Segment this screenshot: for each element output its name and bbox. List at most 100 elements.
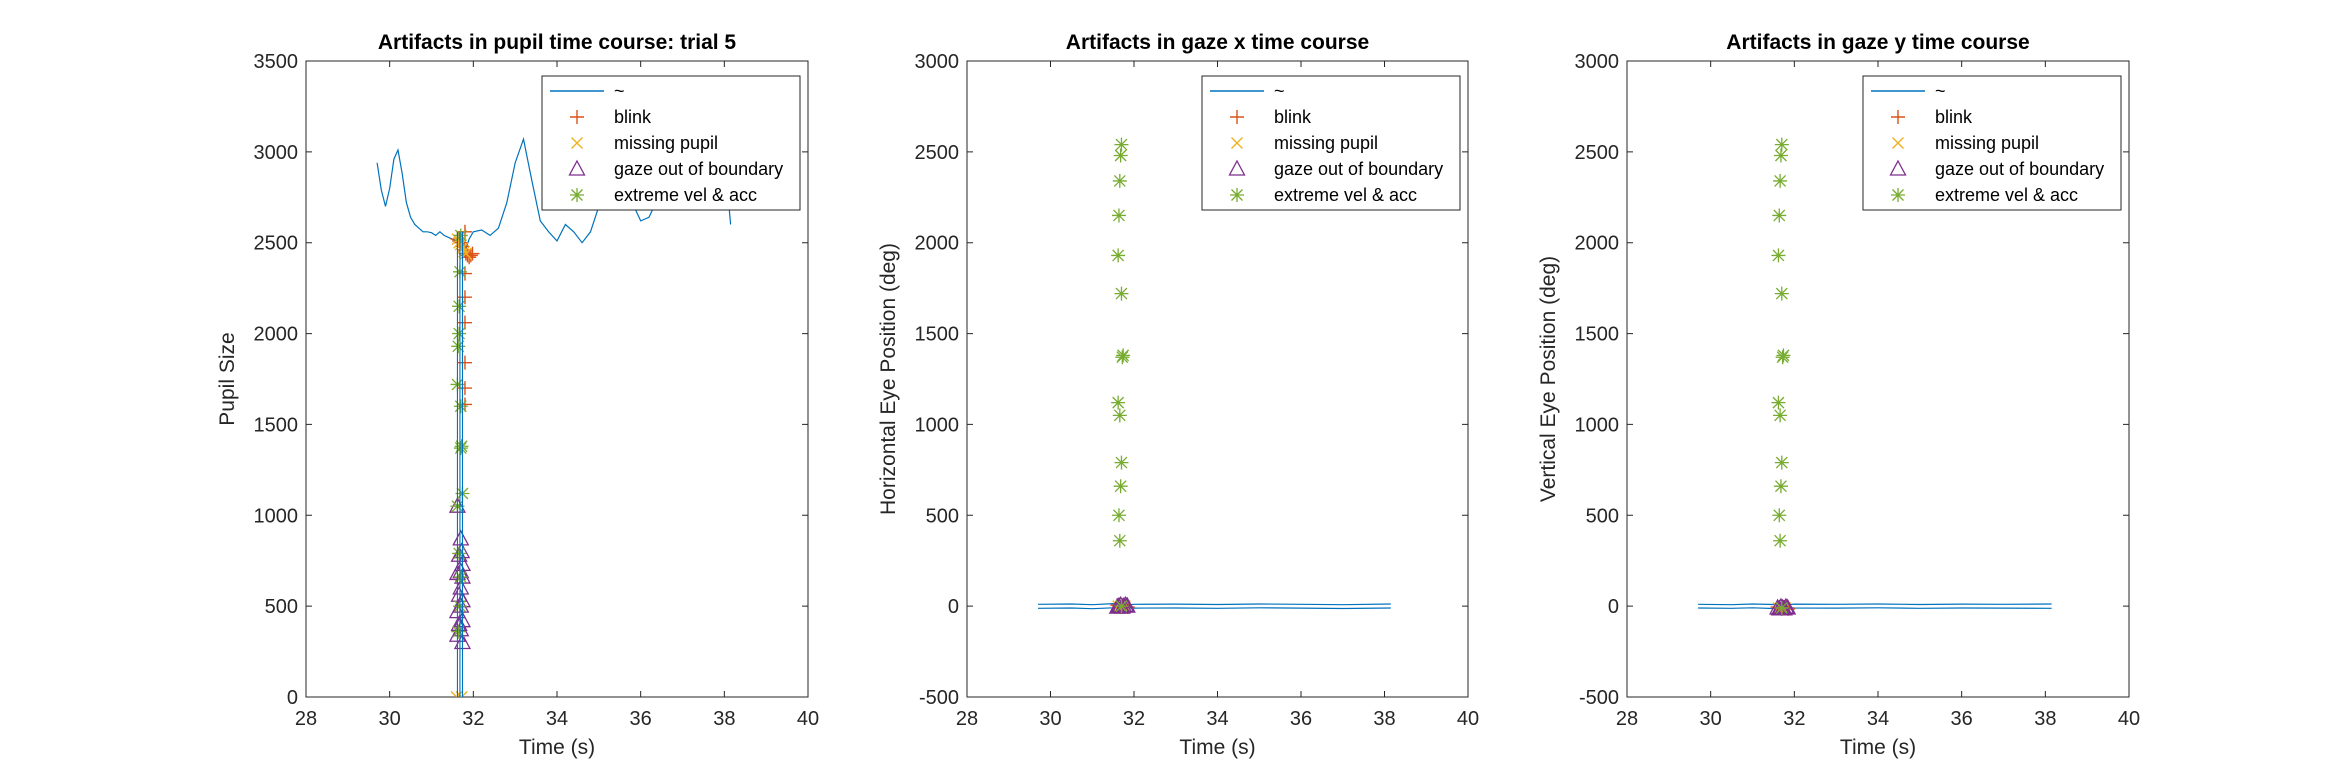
y-tick-label: 1500 [915,324,960,346]
legend: ~ blink missing pupil gaze out of boundary e… [1862,75,2122,211]
legend-box [541,75,801,211]
data-point-asterisk [1111,508,1126,523]
data-point-asterisk [1115,350,1130,365]
x-tick-label: 40 [1457,708,1479,730]
data-point-asterisk [452,299,467,314]
x-tick-label: 36 [1951,708,1973,730]
y-tick-label: 0 [1608,596,1619,618]
legend: ~ blink missing pupil gaze out of boundary e… [1201,75,1461,211]
data-point-asterisk [1111,395,1126,410]
y-tick-label: 2500 [1575,142,1620,164]
data-layer [1698,137,2052,616]
legend-marker-asterisk [570,188,584,202]
y-tick-label: 500 [926,505,959,527]
data-point-asterisk [454,439,469,454]
data-point-asterisk [1774,137,1789,152]
y-tick-label: 0 [287,687,298,709]
data-point-asterisk [453,441,468,456]
data-layer [1037,137,1391,615]
data-point-asterisk [451,624,466,639]
data-point-asterisk [1773,173,1788,188]
data-point-plus [463,248,478,263]
x-tick-label: 32 [462,708,484,730]
x-tick-label: 38 [713,708,735,730]
legend-label: extreme vel & acc [1935,185,2078,205]
x-tick-label: 38 [2034,708,2056,730]
y-tick-label: 3000 [1575,51,1620,73]
data-point-asterisk [1112,173,1127,188]
x-tick-label: 36 [630,708,652,730]
legend-label: gaze out of boundary [1935,159,2104,179]
legend-marker-plus [1230,110,1244,124]
x-axis-label: Time (s) [1840,736,1916,759]
y-tick-label: 3000 [915,51,960,73]
series-line [1698,603,2052,606]
x-tick-label: 30 [1700,708,1722,730]
chart-panel-3: 28 30 32 34 36 38 40 -500 0 500 1000 1500 2000 2500 30… [1537,31,2140,759]
data-point-asterisk [1773,148,1788,163]
y-tick-label: 0 [948,596,959,618]
chart-panel-2: 28 30 32 34 36 38 40 -500 0 500 1000 1500 2000 2500 30… [877,31,1479,759]
data-point-asterisk [1773,408,1788,423]
y-tick-label: 1000 [1575,414,1620,436]
data-point-asterisk [1112,533,1127,548]
legend-label: ~ [1935,81,1946,101]
y-tick-label: 2500 [915,142,960,164]
x-tick-label: 36 [1290,708,1312,730]
data-point-asterisk [1112,408,1127,423]
x-tick-label: 30 [1039,708,1061,730]
data-point-asterisk [1774,455,1789,470]
data-layer [376,129,732,697]
data-point-asterisk [1114,599,1129,614]
y-axis-label: Horizontal Eye Position (deg) [877,243,900,515]
data-point-triangle [1779,598,1797,615]
data-point-asterisk [452,326,467,341]
legend-marker-x [571,137,583,149]
legend-marker-asterisk [1891,188,1905,202]
y-tick-label: 1000 [254,505,299,527]
chart-title: Artifacts in pupil time course: trial 5 [378,31,737,54]
data-point-asterisk [1111,208,1126,223]
x-tick-label: 34 [1206,708,1228,730]
data-point-asterisk [453,570,468,585]
y-tick-label: -500 [1579,687,1619,709]
x-tick-label: 30 [379,708,401,730]
data-point-asterisk [1113,148,1128,163]
data-point-asterisk [1771,248,1786,263]
data-point-triangle [1118,596,1136,613]
data-point-asterisk [453,228,468,243]
y-axis-label: Pupil Size [216,332,239,425]
x-axis-label: Time (s) [1179,736,1255,759]
legend-marker-plus [570,110,584,124]
data-point-triangle [452,529,470,546]
legend-marker-triangle [1889,159,1907,176]
legend-marker-x [1892,137,1904,149]
y-tick-label: 500 [1586,505,1619,527]
data-point-asterisk [1773,533,1788,548]
chart-title: Artifacts in gaze y time course [1726,31,2029,54]
legend-label: blink [614,107,652,127]
legend-label: missing pupil [614,133,718,153]
data-point-asterisk [1774,286,1789,301]
series-line [1037,602,1391,606]
data-point-asterisk [1113,479,1128,494]
y-tick-label: -500 [919,687,959,709]
data-point-asterisk [1772,508,1787,523]
legend: ~ blink missing pupil gaze out of boundary e… [541,75,801,211]
x-tick-label: 34 [546,708,568,730]
legend-box [1201,75,1461,211]
x-tick-label: 34 [1867,708,1889,730]
y-tick-label: 2000 [915,233,960,255]
legend-marker-plus [1891,110,1905,124]
data-point-asterisk [452,546,467,561]
y-axis-label: Vertical Eye Position (deg) [1537,256,1560,502]
chart-title: Artifacts in gaze x time course [1066,31,1369,54]
series-line [1698,606,2052,610]
x-axis-label: Time (s) [519,736,595,759]
data-point-asterisk [1773,479,1788,494]
x-tick-label: 38 [1373,708,1395,730]
y-tick-label: 2000 [1575,233,1620,255]
x-tick-label: 40 [2118,708,2140,730]
data-point-asterisk [1776,348,1791,363]
legend-label: extreme vel & acc [1274,185,1417,205]
